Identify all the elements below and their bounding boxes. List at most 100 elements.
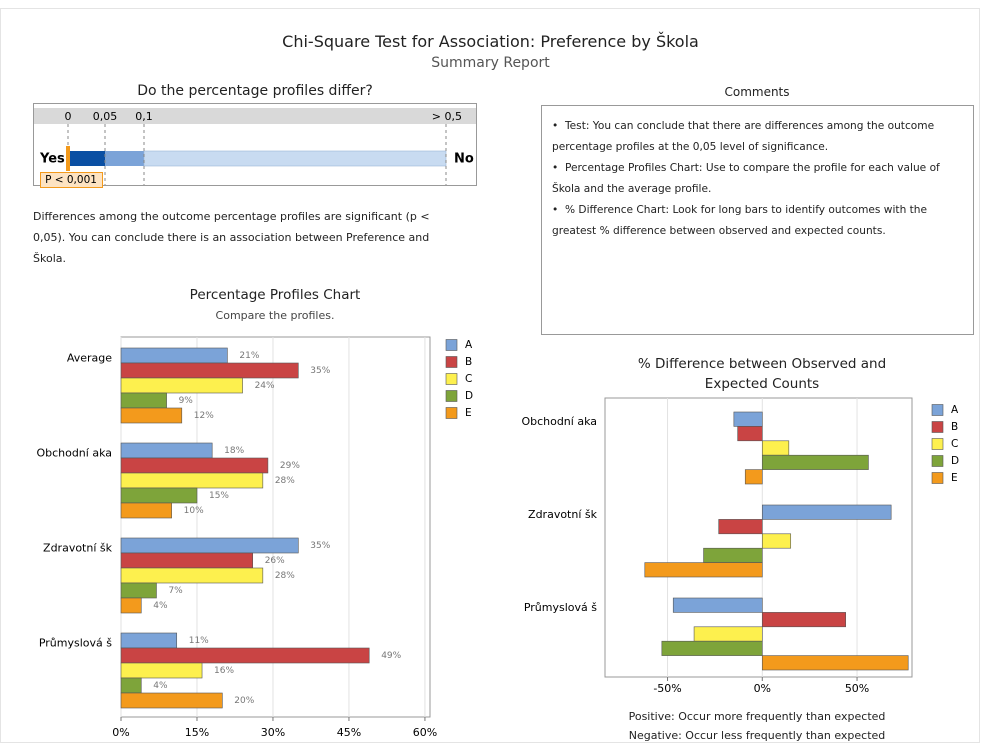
legend-label: C [951, 438, 958, 450]
value-label: 49% [381, 651, 401, 661]
bar [761, 533, 792, 549]
bar [733, 411, 763, 427]
value-label: 35% [310, 366, 330, 376]
bar [718, 519, 763, 535]
legend-label: E [951, 472, 958, 484]
p-label: P < 0,001 [45, 174, 97, 186]
p-marker [66, 146, 70, 171]
bar [761, 454, 869, 470]
category-label: Zdravotní šk [43, 542, 113, 555]
zone-weak [143, 150, 447, 167]
legend-label: C [465, 373, 472, 385]
bar [761, 612, 846, 628]
bar [120, 457, 269, 474]
scale-label: > 0,5 [432, 110, 462, 123]
scale-band [34, 108, 476, 124]
bar [693, 626, 763, 642]
x-tick-label: 0% [754, 682, 771, 695]
x-tick-label: 30% [261, 726, 285, 739]
chart-subtitle: Compare the profiles. [215, 309, 335, 322]
legend-swatch [931, 438, 944, 450]
question: Do the percentage profiles differ? [137, 83, 373, 99]
bar [644, 562, 763, 578]
bar [761, 440, 790, 456]
category-label: Average [67, 352, 112, 365]
x-tick-label: 45% [337, 726, 361, 739]
value-label: 28% [275, 571, 295, 581]
bar [120, 582, 157, 599]
legend-swatch [931, 455, 944, 467]
x-tick-label: 50% [845, 682, 869, 695]
scale-label: 0,05 [93, 110, 118, 123]
value-label: 12% [194, 411, 214, 421]
chart-title: Percentage Profiles Chart [189, 287, 361, 303]
bar [120, 567, 264, 584]
legend-swatch [445, 373, 458, 385]
value-label: 11% [189, 636, 209, 646]
bar [120, 537, 299, 554]
comments-title: Comments [724, 85, 790, 99]
comment: Percentage Profiles Chart: Use to compar… [552, 158, 963, 200]
value-label: 9% [179, 396, 194, 406]
value-label: 28% [275, 476, 295, 486]
x-tick-label: 15% [185, 726, 209, 739]
bar [120, 377, 243, 394]
legend-label: D [951, 455, 959, 467]
p-label-box [40, 172, 103, 188]
legend-swatch [931, 421, 944, 433]
category-label: Průmyslová š [39, 637, 112, 650]
conclusion: Differences among the outcome percentage… [33, 210, 430, 265]
bar [120, 677, 142, 694]
bar [120, 502, 172, 519]
bar [703, 547, 763, 563]
report-subtitle: Summary Report [431, 55, 550, 71]
x-tick-label: -50% [653, 682, 681, 695]
zone-strong [68, 151, 105, 166]
bar [661, 640, 763, 656]
bar [120, 442, 213, 459]
bar [120, 632, 178, 649]
no-label: No [454, 152, 474, 167]
scale-label: 0 [65, 110, 72, 123]
legend-swatch [931, 472, 944, 484]
value-label: 18% [224, 446, 244, 456]
category-label: Zdravotní šk [528, 508, 598, 521]
report-title: Chi-Square Test for Association: Prefere… [282, 32, 699, 51]
bar [761, 504, 892, 520]
chart-title: % Difference between Observed and Expect… [637, 356, 887, 392]
chart-note: Negative: Occur less frequently than exp… [628, 729, 886, 742]
bar [761, 655, 909, 671]
bar [120, 362, 299, 379]
page-border [0, 8, 980, 743]
bar [120, 472, 264, 489]
chart-note: Positive: Occur more frequently than exp… [628, 710, 886, 723]
bar [120, 392, 167, 409]
comment: % Difference Chart: Look for long bars t… [552, 200, 963, 242]
bar [744, 469, 763, 485]
value-label: 35% [310, 541, 330, 551]
p-value-bar: 0 0,05 0,1 > 0,5 Yes No P < 0,001 [33, 103, 477, 188]
legend-swatch [445, 390, 458, 402]
legend-label: D [465, 390, 473, 402]
value-label: 4% [153, 601, 168, 611]
value-label: 4% [153, 681, 168, 691]
bar [672, 597, 763, 613]
legend-label: A [951, 404, 959, 416]
value-label: 26% [265, 556, 285, 566]
legend-swatch [445, 339, 458, 351]
bar [120, 487, 198, 504]
value-label: 10% [184, 506, 204, 516]
yes-label: Yes [39, 152, 65, 167]
legend-label: E [465, 407, 472, 419]
comments-box: Test: You can conclude that there are di… [541, 105, 974, 335]
bar [120, 552, 254, 569]
legend-swatch [445, 356, 458, 368]
category-label: Průmyslová š [524, 601, 597, 614]
bar [120, 407, 183, 424]
legend-swatch [445, 407, 458, 419]
bar [120, 597, 142, 614]
bar [120, 647, 370, 664]
scale-label: 0,1 [135, 110, 153, 123]
bar [120, 347, 228, 364]
value-label: 16% [214, 666, 234, 676]
